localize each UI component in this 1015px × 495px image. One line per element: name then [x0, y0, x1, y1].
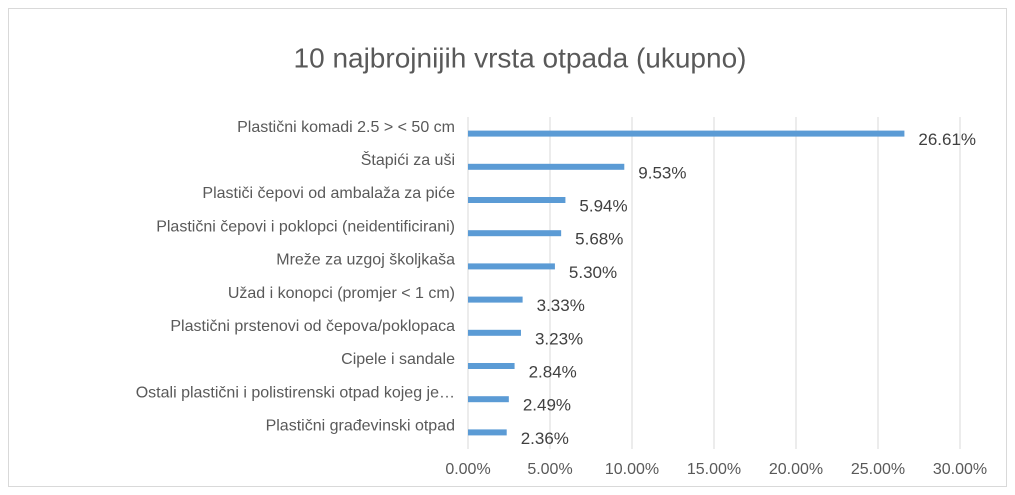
category-label: Ostali plastični i polistirenski otpad k…	[136, 384, 455, 401]
x-tick-label: 30.00%	[933, 461, 987, 478]
value-label: 3.33%	[537, 296, 585, 315]
x-tick-label: 15.00%	[687, 461, 741, 478]
value-label: 2.49%	[523, 396, 571, 415]
category-label: Plastični građevinski otpad	[266, 418, 455, 435]
category-label: Plastiči čepovi od ambalaža za piće	[202, 185, 455, 202]
bar	[468, 230, 562, 237]
bar	[468, 396, 509, 403]
x-tick-label: 0.00%	[445, 461, 490, 478]
category-label: Cipele i sandale	[341, 351, 455, 368]
x-tick-label: 25.00%	[851, 461, 905, 478]
value-label: 2.36%	[521, 429, 569, 448]
x-tick-label: 20.00%	[769, 461, 823, 478]
value-label: 9.53%	[638, 163, 686, 182]
x-tick-label: 10.00%	[605, 461, 659, 478]
bar	[468, 263, 555, 270]
bar	[468, 163, 625, 170]
bar	[468, 296, 523, 303]
category-label: Plastični čepovi i poklopci (neidentific…	[156, 218, 455, 235]
value-label: 26.61%	[918, 130, 976, 149]
bar	[468, 363, 515, 369]
value-label: 2.84%	[529, 362, 577, 381]
category-label: Mreže za uzgoj školjkaša	[276, 252, 455, 269]
value-label: 5.68%	[575, 230, 623, 249]
category-label: Plastični komadi 2.5 > < 50 cm	[237, 119, 455, 136]
chart-border	[8, 8, 1007, 487]
chart-title: 10 najbrojnijih vrsta otpada (ukupno)	[294, 42, 747, 73]
bar	[468, 429, 507, 436]
value-label: 5.94%	[579, 196, 627, 215]
bar	[468, 130, 905, 137]
value-label: 3.23%	[535, 329, 583, 348]
category-label: Užad i konopci (promjer < 1 cm)	[228, 285, 455, 302]
bar	[468, 197, 566, 203]
category-label: Štapići za uši	[361, 150, 455, 169]
category-label: Plastični prstenovi od čepova/poklopaca	[170, 318, 455, 335]
x-tick-label: 5.00%	[527, 461, 572, 478]
value-label: 5.30%	[569, 263, 617, 282]
bar	[468, 329, 521, 336]
